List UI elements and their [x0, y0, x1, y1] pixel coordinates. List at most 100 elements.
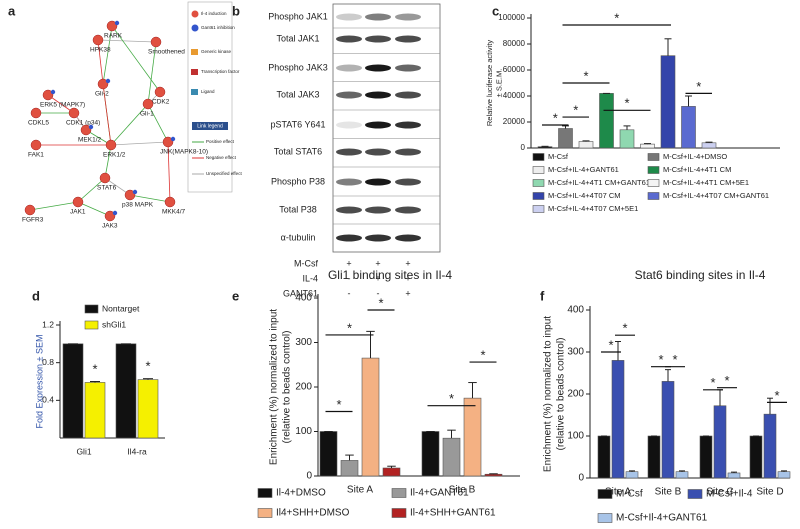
legend-label: M-Csf — [616, 489, 643, 500]
network-node-mark — [105, 78, 111, 84]
blot-band — [336, 13, 362, 21]
legend-label: M-Csf+IL-4+4T07 CM+GANT61 — [663, 191, 769, 200]
y-tick-label: 200 — [567, 389, 584, 400]
x-tick-label: Il4-ra — [127, 446, 147, 456]
blot-band — [336, 91, 362, 99]
significance-star: * — [624, 96, 629, 111]
bar — [640, 143, 655, 149]
y-tick-label: 0 — [306, 471, 312, 482]
network-node-label: ERK5 (MAPK7) — [40, 102, 85, 109]
bar — [463, 397, 482, 477]
network-edge — [104, 144, 112, 179]
blot-band — [395, 148, 421, 156]
y-tick-label: 80000 — [503, 39, 526, 48]
blot-condition-mark: + — [375, 273, 380, 283]
y-axis-label: Fold Expression ± SEM — [34, 335, 44, 429]
significance-star: * — [614, 10, 619, 25]
network-edge — [29, 201, 79, 211]
network-node-label: ERK1/2 — [103, 152, 126, 159]
blot-row-label: Total STAT6 — [274, 146, 322, 156]
bar — [625, 471, 639, 479]
error-bar — [562, 125, 569, 129]
network-node — [104, 210, 116, 222]
error-bar — [644, 143, 651, 145]
significance-star: * — [696, 79, 701, 94]
network-edge — [167, 141, 171, 203]
network-node — [154, 86, 166, 98]
network-edge — [77, 201, 111, 217]
network-node — [42, 89, 54, 101]
y-tick-label: 300 — [567, 347, 584, 358]
blot-band — [395, 178, 421, 186]
blot-band — [336, 178, 362, 186]
legend-label: shGli1 — [102, 319, 126, 329]
network-legend-label: Gant61 inhibition — [201, 25, 235, 30]
error-bar — [143, 378, 153, 380]
blot-condition-mark: + — [405, 258, 410, 268]
y-tick-label: 0.8 — [42, 357, 54, 367]
legend-swatch — [647, 179, 660, 187]
y-tick-label: 0 — [578, 473, 584, 484]
error-bar — [366, 330, 375, 359]
legend-swatch — [257, 508, 273, 518]
link-legend-label: Unspecified effect — [206, 171, 242, 176]
blot-row-label: Total JAK3 — [276, 89, 319, 99]
bar — [421, 431, 440, 477]
error-bar — [705, 141, 713, 143]
bar — [137, 379, 159, 439]
legend-swatch — [257, 488, 273, 498]
y-tick-label: 60000 — [503, 65, 526, 74]
y-axis-label: Enrichment (%) normalized to input — [543, 316, 554, 472]
network-node — [150, 36, 162, 48]
bar — [777, 471, 791, 479]
network-edge — [110, 141, 169, 146]
network-legend-icon — [191, 49, 198, 55]
bar — [699, 435, 713, 479]
blot-band — [395, 234, 421, 242]
blot-condition-mark: + — [346, 258, 351, 268]
network-node-label: FAK1 — [28, 152, 44, 159]
link-legend-title-box — [192, 122, 228, 130]
network-node-label: JAK1 — [70, 209, 86, 216]
x-tick-label: Site A — [605, 487, 631, 498]
y-tick-label: 20000 — [503, 117, 526, 126]
blot-band — [336, 121, 362, 129]
error-bar — [345, 454, 354, 461]
link-legend-label: Negative effect — [206, 155, 237, 160]
legend-label: M-Csf+IL-4+4T1 CM+GANT61 — [548, 178, 650, 187]
significance-star: * — [449, 391, 454, 406]
bar — [340, 460, 359, 477]
y-tick-label: 0 — [521, 143, 526, 152]
blot-condition-mark: + — [405, 288, 410, 298]
legend-swatch — [532, 205, 545, 213]
network-node-label: Smoothened — [148, 49, 185, 56]
legend-swatch — [647, 166, 660, 174]
legend-swatch — [532, 166, 545, 174]
network-node-label: JNK(MAPK8-10) — [160, 149, 208, 156]
x-tick-label: Site B — [449, 485, 476, 496]
bar — [661, 381, 675, 479]
network-edge — [77, 177, 106, 203]
significance-star: * — [724, 373, 729, 388]
legend-label: Il-4+SHH+GANT61 — [410, 508, 496, 519]
blot-band — [395, 91, 421, 99]
x-tick-label: Site C — [706, 487, 733, 498]
bar — [115, 343, 137, 439]
blot-band — [336, 148, 362, 156]
y-axis-label: (relative to beads control) — [282, 331, 293, 444]
network-edge — [129, 194, 171, 203]
bar — [701, 142, 717, 149]
network-node-label: JAK3 — [102, 223, 118, 230]
legend-label: M-Csf+Il-4 — [706, 489, 753, 500]
blot-band — [365, 148, 391, 156]
error-bar — [767, 397, 773, 415]
error-bar — [731, 471, 737, 473]
legend-label: M-Csf+IL-4+4T1 CM — [663, 165, 731, 174]
blot-condition-mark: - — [377, 288, 380, 298]
network-node-label: FGFR3 — [22, 217, 44, 224]
blot-band — [336, 206, 362, 214]
network-node-label: Gli-2 — [95, 91, 109, 98]
network-node — [24, 204, 36, 216]
blot-row-label: Phospho JAK1 — [268, 11, 328, 21]
y-tick-label: 100 — [567, 431, 584, 442]
